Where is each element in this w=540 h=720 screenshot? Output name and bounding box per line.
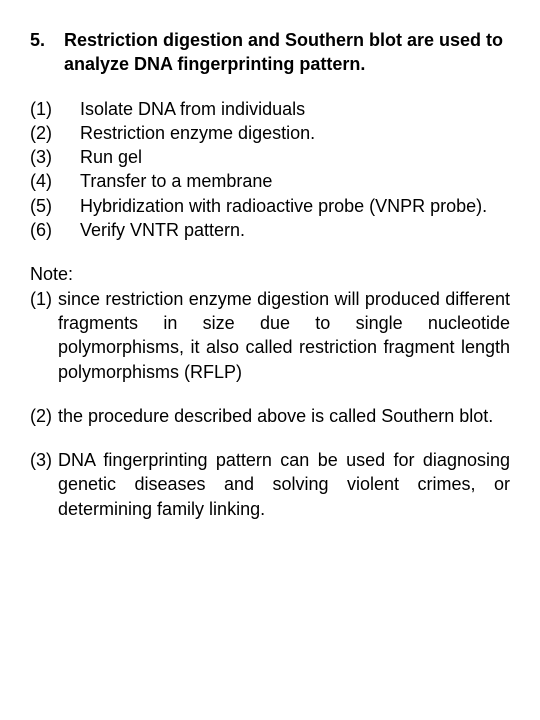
note-text: since restriction enzyme digestion will … xyxy=(58,287,510,384)
step-label: (1) xyxy=(30,97,80,121)
step-item: (6) Verify VNTR pattern. xyxy=(30,218,510,242)
note-item: (2) the procedure described above is cal… xyxy=(30,404,510,428)
step-item: (5) Hybridization with radioactive probe… xyxy=(30,194,510,218)
step-text: Hybridization with radioactive probe (VN… xyxy=(80,194,510,218)
steps-list: (1) Isolate DNA from individuals (2) Res… xyxy=(30,97,510,243)
note-heading: Note: xyxy=(30,262,510,286)
note-text: DNA fingerprinting pattern can be used f… xyxy=(58,448,510,521)
step-item: (1) Isolate DNA from individuals xyxy=(30,97,510,121)
step-label: (6) xyxy=(30,218,80,242)
heading-number: 5. xyxy=(30,28,64,77)
step-text: Transfer to a membrane xyxy=(80,169,510,193)
step-text: Isolate DNA from individuals xyxy=(80,97,510,121)
step-label: (2) xyxy=(30,121,80,145)
step-label: (4) xyxy=(30,169,80,193)
step-label: (3) xyxy=(30,145,80,169)
step-item: (2) Restriction enzyme digestion. xyxy=(30,121,510,145)
note-text: the procedure described above is called … xyxy=(58,404,510,428)
note-item: (1) since restriction enzyme digestion w… xyxy=(30,287,510,384)
step-text: Verify VNTR pattern. xyxy=(80,218,510,242)
section-heading: 5. Restriction digestion and Southern bl… xyxy=(30,28,510,77)
step-item: (4) Transfer to a membrane xyxy=(30,169,510,193)
step-item: (3) Run gel xyxy=(30,145,510,169)
note-label: (1) xyxy=(30,287,58,384)
step-text: Restriction enzyme digestion. xyxy=(80,121,510,145)
step-text: Run gel xyxy=(80,145,510,169)
note-label: (3) xyxy=(30,448,58,521)
heading-text: Restriction digestion and Southern blot … xyxy=(64,28,510,77)
step-label: (5) xyxy=(30,194,80,218)
note-item: (3) DNA fingerprinting pattern can be us… xyxy=(30,448,510,521)
note-label: (2) xyxy=(30,404,58,428)
